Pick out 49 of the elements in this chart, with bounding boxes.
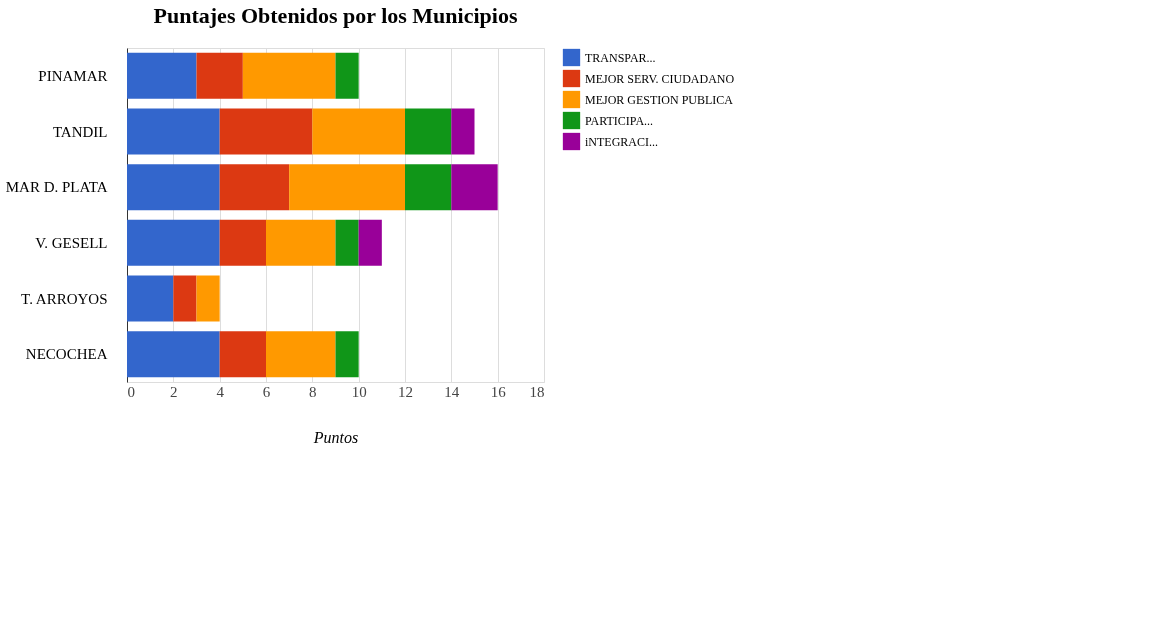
legend-label: MEJOR SERV. CIUDADANO [585,71,735,86]
bar [266,331,336,378]
y-tick-label: MAR D. PLATA [5,179,108,196]
bar [405,164,452,211]
x-tick-label: 0 [127,383,135,400]
bar [173,275,197,322]
bar [266,219,336,266]
bar [312,108,405,155]
x-tick-label: 8 [309,383,317,400]
bar [127,52,197,99]
bar [127,164,220,211]
legend-label: MEJOR GESTION PUBLICA [585,92,734,107]
bar [196,52,243,99]
bar [405,108,452,155]
bar [219,331,266,378]
x-tick-label: 2 [170,383,178,400]
y-tick-label: TANDIL [52,123,108,140]
x-tick-label: 6 [262,383,271,400]
x-tick-label: 12 [398,383,413,400]
bar [451,164,498,211]
legend-label: TRANSPAR... [585,50,656,65]
bar [127,331,220,378]
y-tick-label: NECOCHEA [25,346,108,363]
bar [219,219,266,266]
bar [127,219,220,266]
bar [127,275,174,322]
x-tick-label: 16 [490,383,507,400]
legend-label: iNTEGRACI... [585,134,658,149]
x-tick-label: 18 [529,383,545,400]
bar [358,219,382,266]
bar [451,108,475,155]
y-tick-label: PINAMAR [38,67,108,84]
x-tick-label: 10 [351,383,367,400]
bar [127,108,220,155]
x-tick-label: 4 [216,383,225,400]
bar [219,164,290,211]
bar [219,108,313,155]
bar [335,331,359,378]
bar [242,52,336,99]
bar [335,52,359,99]
chart-title: Puntajes Obtenidos por los Municipios [153,3,518,28]
bar [335,219,359,266]
x-tick-label: 14 [444,383,460,400]
y-tick-label: V. GESELL [35,234,108,251]
bar [196,275,220,322]
y-tick-label: T. ARROYOS [21,290,108,307]
x-axis-title: Puntos [312,428,359,446]
legend-label: PARTICIPA... [585,113,654,128]
bar [289,164,405,211]
